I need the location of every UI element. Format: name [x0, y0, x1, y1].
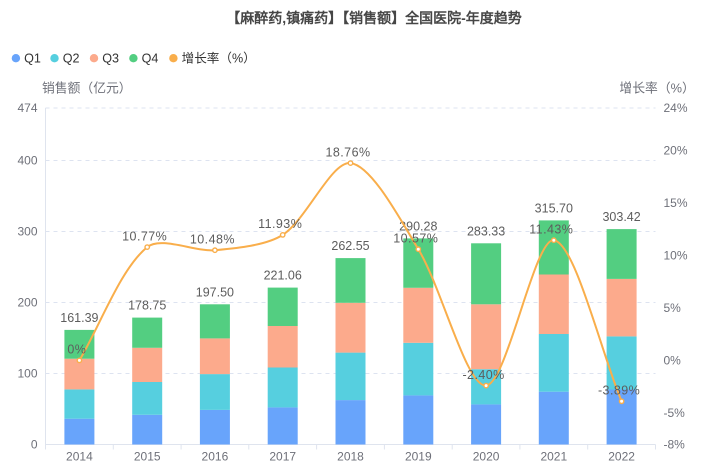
svg-text:303.42: 303.42: [602, 210, 640, 224]
svg-text:Q3: Q3: [102, 52, 119, 66]
svg-text:0%: 0%: [664, 354, 682, 368]
svg-text:10.77%: 10.77%: [122, 229, 167, 243]
svg-text:300: 300: [17, 225, 37, 239]
svg-text:400: 400: [17, 154, 37, 168]
svg-text:2021: 2021: [540, 450, 567, 464]
svg-text:0: 0: [31, 438, 38, 452]
svg-text:200: 200: [17, 296, 37, 310]
svg-text:增长率（%）: 增长率（%）: [182, 51, 256, 66]
svg-text:2015: 2015: [134, 450, 161, 464]
svg-text:262.55: 262.55: [331, 239, 369, 253]
svg-text:24%: 24%: [664, 101, 688, 115]
svg-text:2019: 2019: [405, 450, 432, 464]
svg-text:290.28: 290.28: [399, 219, 437, 233]
svg-text:283.33: 283.33: [467, 224, 505, 238]
svg-text:2017: 2017: [269, 450, 296, 464]
svg-text:销售额（亿元）: 销售额（亿元）: [42, 81, 132, 96]
svg-text:Q4: Q4: [142, 52, 159, 66]
svg-text:11.93%: 11.93%: [258, 217, 302, 231]
svg-text:15%: 15%: [664, 196, 688, 210]
svg-text:161.39: 161.39: [60, 311, 98, 325]
svg-text:10.57%: 10.57%: [393, 231, 438, 245]
svg-text:Q1: Q1: [24, 52, 41, 66]
svg-text:474: 474: [17, 101, 37, 115]
svg-text:-5%: -5%: [664, 406, 686, 420]
svg-text:178.75: 178.75: [128, 299, 166, 313]
svg-text:197.50: 197.50: [196, 285, 234, 299]
svg-text:-2.40%: -2.40%: [462, 368, 504, 382]
svg-text:11.43%: 11.43%: [529, 222, 573, 236]
svg-text:Q2: Q2: [63, 52, 80, 66]
svg-text:2020: 2020: [473, 450, 500, 464]
svg-text:0%: 0%: [67, 343, 86, 357]
svg-text:10%: 10%: [664, 248, 688, 262]
svg-text:2018: 2018: [337, 450, 364, 464]
svg-text:【麻醉药,镇痛药】【销售额】全国医院-年度趋势: 【麻醉药,镇痛药】【销售额】全国医院-年度趋势: [226, 10, 522, 26]
svg-text:10.48%: 10.48%: [190, 232, 235, 246]
svg-text:增长率（%）: 增长率（%）: [619, 81, 694, 96]
svg-text:315.70: 315.70: [535, 201, 573, 215]
svg-text:2014: 2014: [66, 450, 93, 464]
svg-text:-3.89%: -3.89%: [598, 384, 640, 398]
svg-text:18.76%: 18.76%: [325, 145, 370, 159]
svg-text:5%: 5%: [664, 301, 682, 315]
svg-text:221.06: 221.06: [264, 269, 302, 283]
svg-text:2016: 2016: [202, 450, 229, 464]
svg-text:-8%: -8%: [664, 438, 686, 452]
svg-text:100: 100: [17, 367, 37, 381]
svg-text:2022: 2022: [608, 450, 635, 464]
svg-text:20%: 20%: [664, 143, 688, 157]
